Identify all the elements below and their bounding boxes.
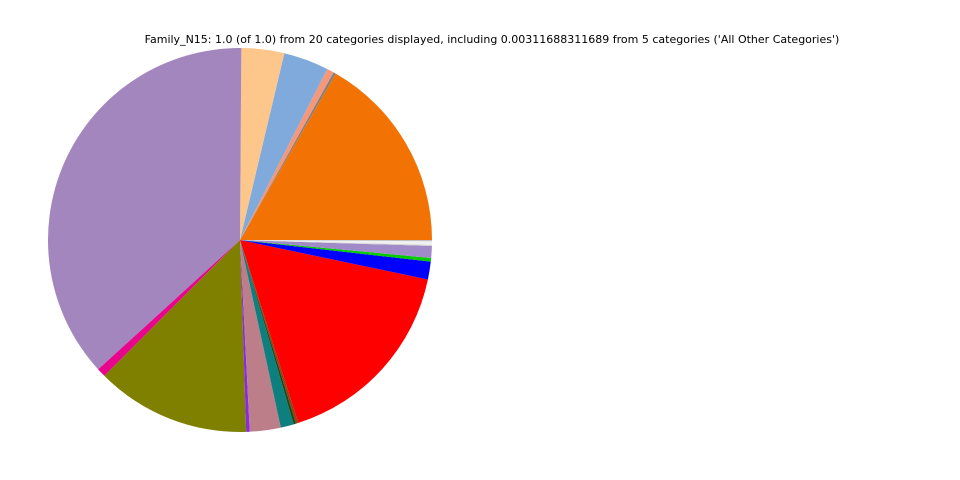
pie-slice [240, 240, 294, 428]
pie-slice [240, 68, 334, 240]
pie-slice [240, 53, 328, 240]
pie-slice [240, 240, 250, 432]
pie-slice [240, 240, 428, 423]
pie-slice [240, 240, 281, 432]
pie-slice [240, 240, 296, 425]
chart-title: Family_N15: 1.0 (of 1.0) from 20 categor… [145, 33, 840, 46]
pie-slice [47, 48, 242, 370]
pie-slice [240, 240, 432, 259]
pie-slice [240, 240, 431, 280]
pie-slice [240, 240, 299, 424]
pie-slice [104, 240, 247, 433]
pie-slice [240, 240, 432, 247]
pie-slice [240, 240, 432, 242]
pie-slice [98, 240, 240, 376]
pie-slice [240, 72, 336, 241]
pie-slice [240, 48, 285, 240]
pie-slice [240, 240, 432, 245]
pie-slice [240, 240, 432, 262]
pie-slice [240, 73, 432, 241]
